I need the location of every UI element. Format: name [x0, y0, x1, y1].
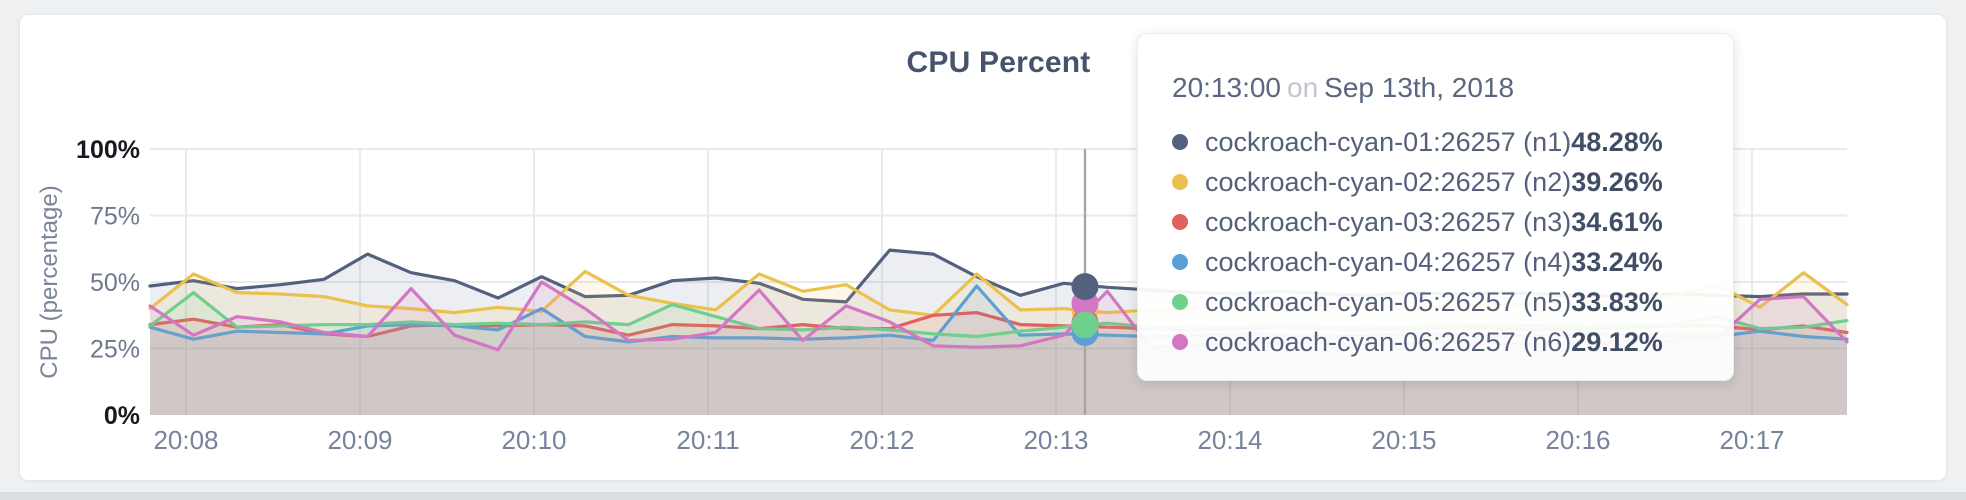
y-tick-label: 25%: [90, 336, 140, 364]
series-label: cockroach-cyan-05:26257 (n5): [1205, 286, 1572, 317]
x-tick-label: 20:08: [153, 425, 218, 455]
x-tick-label: 20:10: [501, 425, 566, 455]
series-value: 48.28%: [1571, 126, 1663, 157]
tooltip-row: cockroach-cyan-06:26257 (n6) 29.12%: [1172, 322, 1663, 362]
series-value: 34.61%: [1571, 206, 1663, 237]
tooltip-rows: cockroach-cyan-01:26257 (n1) 48.28% cockro…: [1172, 122, 1703, 362]
series-label: cockroach-cyan-01:26257 (n1): [1205, 126, 1572, 157]
series-value: 33.83%: [1571, 286, 1663, 317]
series-value: 39.26%: [1571, 166, 1663, 197]
tooltip-header: 20:13:00 on Sep 13th, 2018: [1172, 72, 1703, 104]
x-tick-label: 20:14: [1197, 425, 1262, 455]
tooltip-row: cockroach-cyan-05:26257 (n5) 33.83%: [1172, 282, 1663, 322]
x-tick-label: 20:16: [1545, 425, 1610, 455]
series-label: cockroach-cyan-03:26257 (n3): [1205, 206, 1572, 237]
x-tick-label: 20:09: [327, 425, 392, 455]
tooltip-date: Sep 13th, 2018: [1324, 72, 1515, 103]
tooltip-time: 20:13:00: [1172, 72, 1281, 103]
y-tick-label: 75%: [90, 203, 140, 231]
x-tick-label: 20:13: [1023, 425, 1088, 455]
series-value: 33.24%: [1571, 246, 1663, 277]
series-color-dot: [1172, 214, 1188, 230]
x-tick-label: 20:15: [1371, 425, 1436, 455]
tooltip-row: cockroach-cyan-03:26257 (n3) 34.61%: [1172, 202, 1663, 242]
series-label: cockroach-cyan-04:26257 (n4): [1205, 246, 1572, 277]
y-tick-label: 50%: [90, 269, 140, 297]
series-color-dot: [1172, 294, 1188, 310]
x-tick-label: 20:17: [1719, 425, 1784, 455]
x-tick-label: 20:12: [849, 425, 914, 455]
series-color-dot: [1172, 134, 1188, 150]
series-label: cockroach-cyan-02:26257 (n2): [1205, 166, 1572, 197]
hover-dot-n1: [1071, 273, 1099, 301]
series-value: 29.12%: [1571, 326, 1663, 357]
series-area-n4: [150, 286, 1847, 415]
y-tick-label: 100%: [76, 136, 140, 164]
hover-dot-n5: [1071, 311, 1099, 339]
series-label: cockroach-cyan-06:26257 (n6): [1205, 326, 1572, 357]
series-color-dot: [1172, 174, 1188, 190]
tooltip-row: cockroach-cyan-04:26257 (n4) 33.24%: [1172, 242, 1663, 282]
hover-tooltip: 20:13:00 on Sep 13th, 2018 cockroach-cyan-…: [1137, 33, 1734, 381]
series-color-dot: [1172, 334, 1188, 350]
tooltip-row: cockroach-cyan-02:26257 (n2) 39.26%: [1172, 162, 1663, 202]
tooltip-row: cockroach-cyan-01:26257 (n1) 48.28%: [1172, 122, 1663, 162]
series-color-dot: [1172, 254, 1188, 270]
y-tick-label: 0%: [104, 402, 140, 430]
tooltip-connector: on: [1287, 72, 1319, 103]
chart-title: CPU Percent: [906, 46, 1091, 79]
x-tick-label: 20:11: [676, 425, 739, 455]
y-axis-title: CPU (percentage): [36, 185, 63, 378]
series-area-n6: [150, 282, 1847, 415]
page-bottom-divider: [0, 492, 1966, 500]
